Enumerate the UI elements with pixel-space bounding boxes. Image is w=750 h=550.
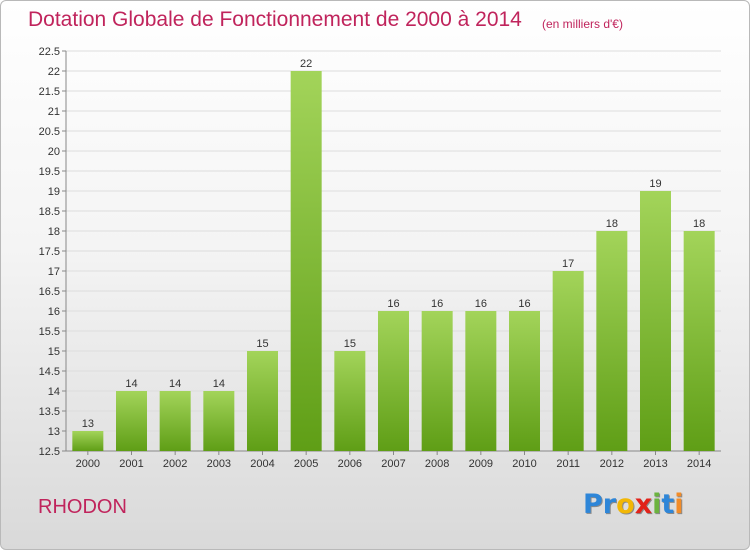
- y-tick-label: 21.5: [39, 86, 60, 98]
- y-tick-label: 14: [48, 386, 60, 398]
- x-tick-label: 2000: [76, 458, 100, 470]
- value-label: 14: [125, 378, 137, 390]
- value-label: 16: [387, 298, 399, 310]
- y-tick-label: 18: [48, 226, 60, 238]
- value-label: 14: [169, 378, 181, 390]
- y-tick-label: 12.5: [39, 446, 60, 458]
- x-tick-label: 2011: [556, 458, 580, 470]
- value-label: 22: [300, 58, 312, 70]
- commune-name: RHODON: [38, 496, 127, 518]
- logo-letter: o: [616, 489, 635, 520]
- value-label: 15: [256, 338, 268, 350]
- bar-2004: [247, 351, 278, 451]
- y-tick-label: 19.5: [39, 166, 60, 178]
- x-tick-label: 2004: [250, 458, 274, 470]
- y-tick-label: 15.5: [39, 326, 60, 338]
- x-tick-label: 2008: [425, 458, 449, 470]
- bar-2003: [203, 391, 235, 451]
- bar-2011: [552, 271, 584, 451]
- y-tick-label: 22.5: [39, 46, 60, 58]
- bar-2008: [421, 311, 453, 451]
- proxiti-logo: Proxiti: [583, 489, 684, 520]
- y-tick-label: 17: [48, 266, 60, 278]
- y-tick-label: 17.5: [39, 246, 60, 258]
- logo-letter: i: [652, 489, 662, 520]
- y-tick-label: 15: [48, 346, 60, 358]
- logo-letter: P: [583, 489, 603, 520]
- y-tick-label: 16: [48, 306, 60, 318]
- x-tick-label: 2007: [381, 458, 405, 470]
- bars: [72, 71, 715, 451]
- x-tick-label: 2013: [643, 458, 667, 470]
- x-tick-label: 2009: [469, 458, 493, 470]
- value-label: 17: [562, 258, 574, 270]
- value-label: 18: [693, 218, 705, 230]
- x-axis-ticks: 2000 2001 2002 2003 2004 2005 2006 2007 2008 2009…: [76, 451, 711, 470]
- y-tick-label: 16.5: [39, 286, 60, 298]
- value-label: 15: [344, 338, 356, 350]
- y-axis-ticks: 12.5 13 13.5 14 14.5 15 15.5 16 16.5 17 17.5 18 18.5…: [39, 46, 66, 458]
- x-tick-label: 2001: [119, 458, 143, 470]
- value-label: 16: [475, 298, 487, 310]
- value-label: 19: [649, 178, 661, 190]
- y-tick-label: 13: [48, 426, 60, 438]
- logo-letter: r: [602, 489, 617, 520]
- y-tick-label: 20: [48, 146, 60, 158]
- bar-2000: [72, 431, 104, 451]
- x-tick-label: 2005: [294, 458, 318, 470]
- bar-2010: [509, 311, 540, 451]
- bar-2006: [334, 351, 366, 451]
- bar-2012: [596, 231, 628, 451]
- bar-2005: [290, 71, 322, 451]
- y-tick-label: 22: [48, 66, 60, 78]
- bar-2014: [683, 231, 715, 451]
- value-label: 14: [213, 378, 225, 390]
- x-tick-label: 2003: [207, 458, 231, 470]
- logo-letter: x: [634, 489, 653, 520]
- y-tick-label: 13.5: [39, 406, 60, 418]
- x-tick-label: 2006: [338, 458, 362, 470]
- logo-letter: t: [661, 489, 675, 520]
- x-tick-label: 2014: [687, 458, 711, 470]
- y-tick-label: 19: [48, 186, 60, 198]
- x-tick-label: 2012: [600, 458, 624, 470]
- value-label: 16: [518, 298, 530, 310]
- bar-2009: [465, 311, 497, 451]
- bar-2007: [378, 311, 409, 451]
- chart-title: Dotation Globale de Fonctionnement de 20…: [28, 8, 522, 31]
- y-tick-label: 21: [48, 106, 60, 118]
- y-tick-label: 18.5: [39, 206, 60, 218]
- value-label: 13: [82, 418, 94, 430]
- logo-letter: i: [674, 489, 684, 520]
- value-labels: 13 14 14 14 15 22 15 16 16 16 16 17 18 19 18: [82, 58, 706, 430]
- bar-2013: [640, 191, 671, 451]
- value-label: 16: [431, 298, 443, 310]
- x-tick-label: 2002: [163, 458, 187, 470]
- bar-2001: [116, 391, 147, 451]
- x-tick-label: 2010: [512, 458, 536, 470]
- y-tick-label: 20.5: [39, 126, 60, 138]
- value-label: 18: [606, 218, 618, 230]
- bar-2002: [159, 391, 191, 451]
- chart-subtitle: (en milliers d'€): [542, 17, 623, 31]
- y-tick-label: 14.5: [39, 366, 60, 378]
